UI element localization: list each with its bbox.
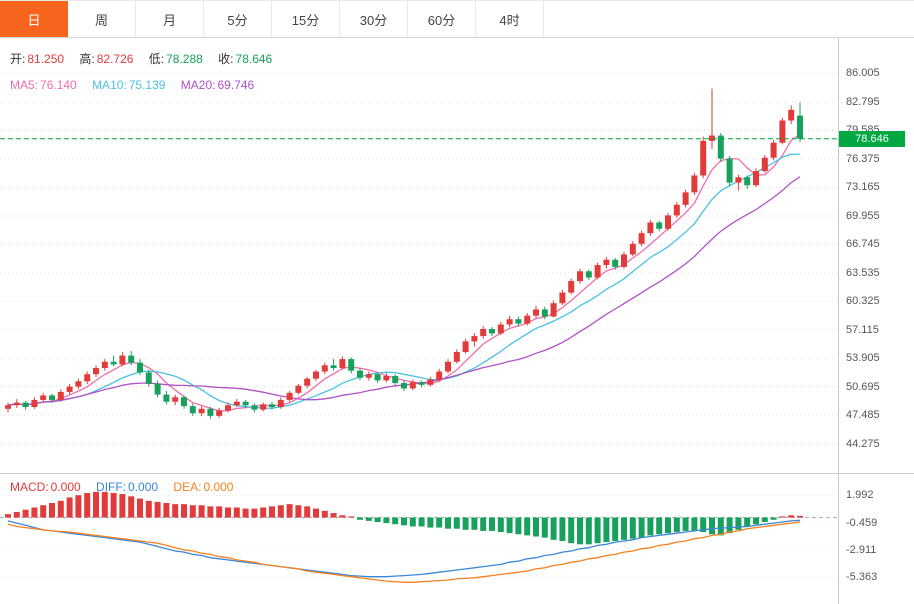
price-axis-label: 82.795 xyxy=(846,95,880,108)
macd-axis-label: -2.911 xyxy=(846,544,877,557)
timeframe-tabbar: 日 周 月 5分 15分 30分 60分 4时 xyxy=(0,0,914,38)
main-chart-panel: 开: 81.250 高: 82.726 低: 78.288 收: 78.646 MA5:… xyxy=(0,38,914,473)
macd-axis: 1.992 -0.459 -2.911 -5.363 xyxy=(838,474,914,604)
ma20-legend: MA20: 69.746 xyxy=(180,78,255,92)
ma5-legend: MA5: 76.140 xyxy=(10,78,77,92)
macd-chart-canvas[interactable] xyxy=(0,474,838,604)
price-axis-label: 47.485 xyxy=(846,409,880,422)
current-price-tag: 78.646 xyxy=(839,130,905,147)
price-axis-label: 57.115 xyxy=(846,323,879,336)
price-axis-label: 50.695 xyxy=(846,380,880,393)
ohlc-open: 开: 81.250 xyxy=(10,52,65,66)
macd-panel: MACD: 0.000 DIFF: 0.000 DEA: 0.000 1.992 -0.… xyxy=(0,473,914,604)
price-axis-label: 53.905 xyxy=(846,352,880,365)
ohlc-high: 高: 82.726 xyxy=(79,52,134,66)
price-axis-label: 63.535 xyxy=(846,266,880,279)
ma-legend: MA5: 76.140 MA10: 75.139 MA20: 69.746 xyxy=(10,78,266,92)
price-axis-label: 76.375 xyxy=(846,152,880,165)
tab-month[interactable]: 月 xyxy=(136,1,204,37)
tab-week[interactable]: 周 xyxy=(68,1,136,37)
macd-axis-label: -0.459 xyxy=(846,516,878,529)
macd-axis-label: -5.363 xyxy=(846,571,878,584)
tab-60min[interactable]: 60分 xyxy=(408,1,476,37)
main-price-axis: 86.00582.79579.58576.37573.16569.95566.7… xyxy=(838,38,914,473)
tab-15min[interactable]: 15分 xyxy=(272,1,340,37)
ohlc-close: 收: 78.646 xyxy=(218,52,273,66)
tab-day[interactable]: 日 xyxy=(0,1,68,37)
ohlc-low: 低: 78.288 xyxy=(148,52,203,66)
candlestick-chart-canvas[interactable] xyxy=(0,38,838,473)
diff-value: DIFF: 0.000 xyxy=(96,480,159,494)
macd-value: MACD: 0.000 xyxy=(10,480,81,494)
ohlc-legend: 开: 81.250 高: 82.726 低: 78.288 收: 78.646 xyxy=(10,50,284,67)
price-axis-label: 44.275 xyxy=(846,437,880,450)
price-axis-label: 73.165 xyxy=(846,181,880,194)
ma10-legend: MA10: 75.139 xyxy=(92,78,166,92)
dea-value: DEA: 0.000 xyxy=(173,480,234,494)
macd-axis-label: 1.992 xyxy=(846,489,874,502)
tab-5min[interactable]: 5分 xyxy=(204,1,272,37)
tab-30min[interactable]: 30分 xyxy=(340,1,408,37)
price-axis-label: 66.745 xyxy=(846,238,880,251)
price-axis-label: 86.005 xyxy=(846,67,880,80)
macd-legend: MACD: 0.000 DIFF: 0.000 DEA: 0.000 xyxy=(10,480,245,494)
tab-4hour[interactable]: 4时 xyxy=(476,1,544,37)
price-axis-label: 69.955 xyxy=(846,209,880,222)
price-axis-label: 60.325 xyxy=(846,295,880,308)
